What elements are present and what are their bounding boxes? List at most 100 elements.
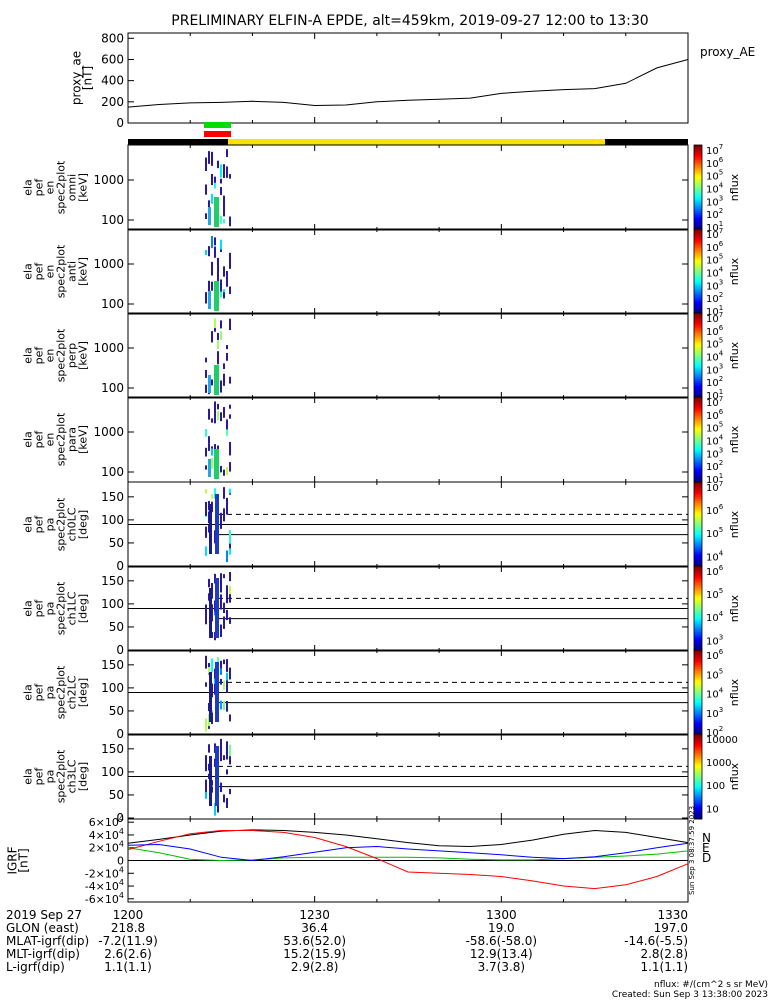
colorbar-band	[694, 250, 702, 253]
colorbar-band	[694, 791, 702, 794]
spectrogram-pixel	[223, 616, 225, 629]
colorbar-band	[694, 572, 702, 575]
spectrogram-pixel	[205, 369, 207, 378]
colorbar-band	[694, 403, 702, 406]
spectrogram-pixel	[208, 744, 210, 753]
spectrogram-pixel	[211, 193, 213, 204]
colorbar-band	[694, 286, 702, 289]
colorbar-band	[694, 597, 702, 601]
colorbar-label: nflux	[728, 678, 741, 706]
colorbar-band	[694, 765, 702, 769]
colorbar-band	[694, 709, 702, 713]
spectrogram-pixel	[223, 574, 225, 579]
colorbar-band	[694, 422, 702, 426]
colorbar-band	[694, 202, 702, 205]
colorbar-tick-label: 105	[706, 667, 723, 681]
colorbar-tick-label: 105	[706, 421, 723, 435]
igrf-tick-label: -2×104	[85, 865, 124, 880]
spectrogram-pixel	[223, 755, 225, 761]
panel-tick-label: 50	[109, 620, 124, 634]
colorbar-label: nflux	[728, 594, 741, 622]
colorbar-band	[694, 327, 702, 331]
spectrogram-pixel	[205, 791, 207, 799]
spectrogram-pixel	[226, 679, 228, 693]
igrf-tick-label: 6×104	[89, 814, 124, 829]
colorbar-band	[694, 505, 702, 508]
colorbar-band	[694, 213, 702, 216]
spectrogram-pixel	[217, 403, 219, 410]
colorbar-band	[694, 353, 702, 356]
colorbar-band	[694, 225, 702, 229]
colorbar-band	[694, 629, 702, 633]
colorbar-band	[694, 191, 702, 195]
spectrogram-pixel	[223, 700, 225, 711]
spectrogram-core	[214, 449, 219, 479]
colorbar-tick-label: 107	[706, 227, 723, 241]
colorbar-band	[694, 543, 702, 547]
colorbar-band	[694, 174, 702, 178]
colorbar-band	[694, 486, 702, 489]
colorbar-band	[694, 323, 702, 327]
spectrogram-pixel	[229, 572, 231, 582]
colorbar-band	[694, 623, 702, 626]
colorbar-band	[694, 808, 702, 811]
colorbar-tick-label: 106	[706, 156, 724, 170]
spectrogram-pixel	[229, 174, 231, 179]
spectrogram-pixel	[205, 604, 207, 613]
colorbar-tick-label: 106	[706, 503, 724, 517]
colorbar-band	[694, 516, 702, 519]
spectrogram-pixel	[211, 173, 213, 186]
colorbar-band	[694, 513, 702, 517]
colorbar-tick-label: 105	[706, 587, 723, 601]
proxy-ae-legend: proxy_AE	[700, 45, 755, 59]
igrf-tick-label: -4×104	[85, 878, 124, 893]
proxy-ae-panel: 800 600 400 200 0 proxy_AE proxy_ae[nT]	[70, 31, 756, 130]
colorbar-band	[694, 366, 702, 369]
igrf-series-line	[127, 830, 689, 890]
colorbar-band	[694, 416, 702, 419]
colorbar-band	[694, 424, 702, 428]
tick-table-row-label: MLT-igrf(dip)	[6, 947, 80, 961]
colorbar-band	[694, 550, 702, 553]
spectrogram-pixel	[208, 667, 210, 674]
spectrogram-pixel	[229, 714, 231, 722]
colorbar-tick-label: 10000	[706, 735, 738, 746]
colorbar-tick-label: 105	[706, 526, 723, 540]
colorbar-band	[694, 646, 702, 650]
colorbar-band	[694, 405, 702, 409]
panel-y-label: elapefenspec2plotpara[keV]	[22, 412, 90, 466]
spectrogram-pixel	[220, 279, 222, 292]
colorbar-band	[694, 667, 702, 670]
colorbar-band	[694, 229, 702, 232]
colorbar-band	[694, 248, 702, 251]
colorbar-tick-label: 106	[706, 324, 724, 338]
spectrogram-pixel	[205, 682, 207, 687]
colorbar-band	[694, 330, 702, 333]
panel-tick-label: 1000	[93, 425, 124, 439]
spectrogram-pixel	[205, 384, 207, 393]
spectrogram-pixel	[220, 660, 222, 669]
colorbar-band	[694, 774, 702, 777]
colorbar-band	[694, 488, 702, 491]
colorbar-band	[694, 650, 702, 653]
colorbar-band	[694, 299, 702, 302]
tick-table-cell: 2.9(2.8)	[291, 960, 339, 974]
colorbar-band	[694, 503, 702, 506]
colorbar-band	[694, 511, 702, 515]
spectrogram-pixel	[211, 236, 213, 249]
spectrogram-pixel	[211, 151, 213, 166]
colorbar-band	[694, 795, 702, 799]
spectrogram-pixel	[223, 469, 225, 476]
colorbar-band	[694, 321, 702, 325]
panel-tick-label: 150	[101, 490, 124, 504]
spectrogram-pixel	[229, 404, 231, 409]
colorbar-band	[694, 235, 702, 238]
igrf-lines	[127, 829, 689, 890]
colorbar-band	[694, 452, 702, 455]
colorbar-band	[694, 494, 702, 498]
spectrogram-pixel	[217, 332, 219, 341]
igrf-tick-label: 4×104	[89, 827, 124, 842]
colorbar-band	[694, 376, 702, 380]
spectrogram-pixel	[229, 376, 231, 384]
